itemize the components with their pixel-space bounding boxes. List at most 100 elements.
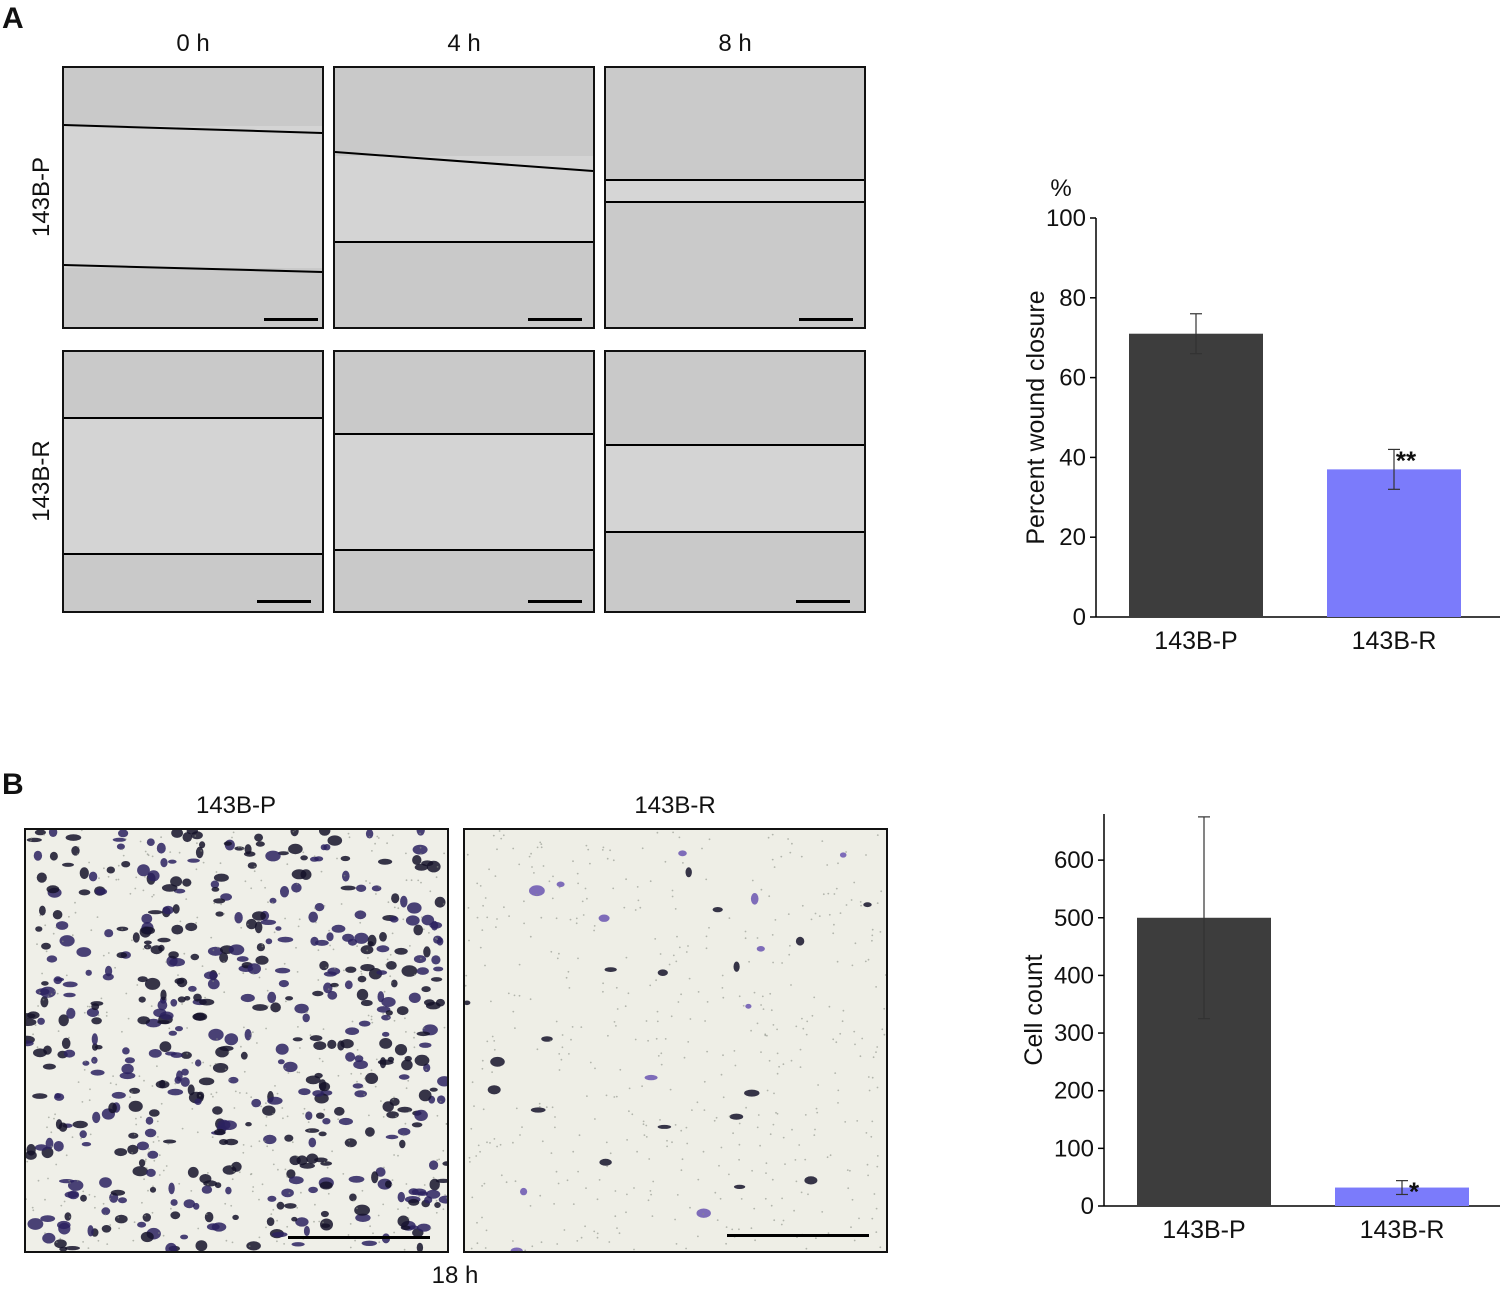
membrane-pore: [697, 1235, 699, 1238]
membrane-pore: [233, 1170, 236, 1173]
membrane-pore: [371, 850, 373, 852]
stained-cell: [365, 1072, 379, 1084]
stained-cell: [416, 1242, 424, 1251]
membrane-pore: [577, 1170, 579, 1173]
membrane-pore: [111, 1194, 113, 1197]
membrane-pore: [263, 1140, 266, 1143]
y-axis-label: Cell count: [1020, 954, 1048, 1065]
membrane-pore: [376, 835, 379, 838]
membrane-pore: [337, 1118, 340, 1121]
stained-cell: [354, 932, 369, 944]
membrane-pore: [383, 1166, 385, 1169]
membrane-pore: [867, 1174, 869, 1177]
membrane-pore: [240, 1045, 242, 1048]
stained-cell: [281, 1188, 294, 1198]
membrane-pore: [641, 1085, 643, 1088]
membrane-pore: [496, 918, 498, 920]
membrane-pore: [523, 900, 525, 903]
membrane-pore: [515, 1107, 518, 1110]
membrane-pore: [383, 990, 386, 993]
stained-cell: [34, 830, 46, 836]
membrane-pore: [34, 1024, 37, 1026]
stained-cell: [401, 1059, 413, 1071]
membrane-pore: [250, 1145, 253, 1148]
membrane-pore: [276, 1240, 278, 1243]
membrane-pore: [107, 952, 110, 954]
membrane-pore: [865, 854, 867, 856]
stained-cell: [101, 1225, 112, 1233]
membrane-pore: [733, 1050, 736, 1052]
stained-cell: [252, 1004, 268, 1011]
membrane-pore: [715, 1116, 718, 1119]
stained-cell: [53, 1141, 64, 1152]
stained-cell: [254, 833, 263, 842]
membrane-pore: [753, 991, 756, 994]
stained-cell: [412, 844, 428, 855]
membrane-pore: [615, 1025, 617, 1027]
membrane-pore: [687, 945, 689, 947]
membrane-pore: [436, 938, 438, 941]
membrane-pore: [531, 1245, 534, 1248]
stained-cell: [433, 966, 444, 972]
y-tick-label: 400: [1054, 962, 1094, 989]
membrane-pore: [631, 1113, 634, 1116]
membrane-pore: [144, 1160, 147, 1162]
membrane-pore: [68, 1007, 71, 1009]
stained-cell: [271, 1231, 288, 1238]
membrane-pore: [250, 1173, 253, 1175]
membrane-pore: [436, 1114, 439, 1117]
membrane-pore: [50, 993, 53, 996]
membrane-pore: [144, 875, 146, 878]
membrane-pore: [272, 1208, 275, 1211]
membrane-pore: [82, 1190, 85, 1193]
membrane-pore: [585, 844, 588, 847]
stained-cell: [314, 903, 325, 912]
membrane-pore: [212, 949, 215, 952]
membrane-pore: [86, 1005, 89, 1008]
stained-cell: [348, 1175, 365, 1183]
membrane-pore: [514, 1180, 517, 1183]
membrane-pore: [470, 1127, 473, 1130]
membrane-pore: [240, 846, 243, 849]
membrane-pore: [342, 1173, 345, 1175]
membrane-pore: [676, 1194, 679, 1196]
stained-cell: [141, 926, 155, 935]
membrane-pore: [523, 922, 525, 925]
membrane-pore: [286, 1115, 289, 1118]
membrane-pore: [483, 1182, 486, 1185]
stained-cell: [57, 1220, 71, 1230]
membrane-pore: [616, 1008, 619, 1010]
stained-cell: [92, 1111, 101, 1124]
membrane-pore: [837, 862, 839, 865]
membrane-pore: [287, 1072, 290, 1074]
membrane-pore: [296, 971, 299, 973]
membrane-pore: [204, 996, 207, 999]
membrane-pore: [60, 1204, 63, 1207]
membrane-pore: [800, 855, 803, 858]
membrane-pore: [77, 1081, 80, 1083]
membrane-pore: [598, 1179, 601, 1181]
membrane-pore: [470, 1247, 473, 1250]
membrane-pore: [738, 1228, 740, 1231]
stained-cell: [599, 1158, 612, 1166]
stained-cell: [247, 862, 257, 869]
membrane-pore: [283, 962, 286, 965]
membrane-pore: [169, 851, 172, 853]
stained-cell: [381, 1014, 391, 1021]
membrane-pore: [81, 1101, 84, 1103]
membrane-pore: [827, 892, 830, 895]
membrane-pore: [250, 887, 253, 890]
membrane-pore: [580, 1026, 583, 1028]
membrane-pore: [828, 1005, 831, 1008]
membrane-pore: [195, 922, 198, 924]
stained-cell: [305, 1128, 320, 1133]
membrane-pore: [795, 1180, 798, 1183]
membrane-pore: [575, 917, 578, 920]
membrane-pore: [719, 1197, 722, 1200]
stained-cell: [379, 1038, 393, 1049]
membrane-pore: [486, 916, 489, 919]
membrane-pore: [160, 836, 163, 839]
membrane-pore: [105, 1015, 108, 1017]
stained-cell: [101, 1207, 111, 1216]
y-tick-label: 600: [1054, 847, 1094, 874]
